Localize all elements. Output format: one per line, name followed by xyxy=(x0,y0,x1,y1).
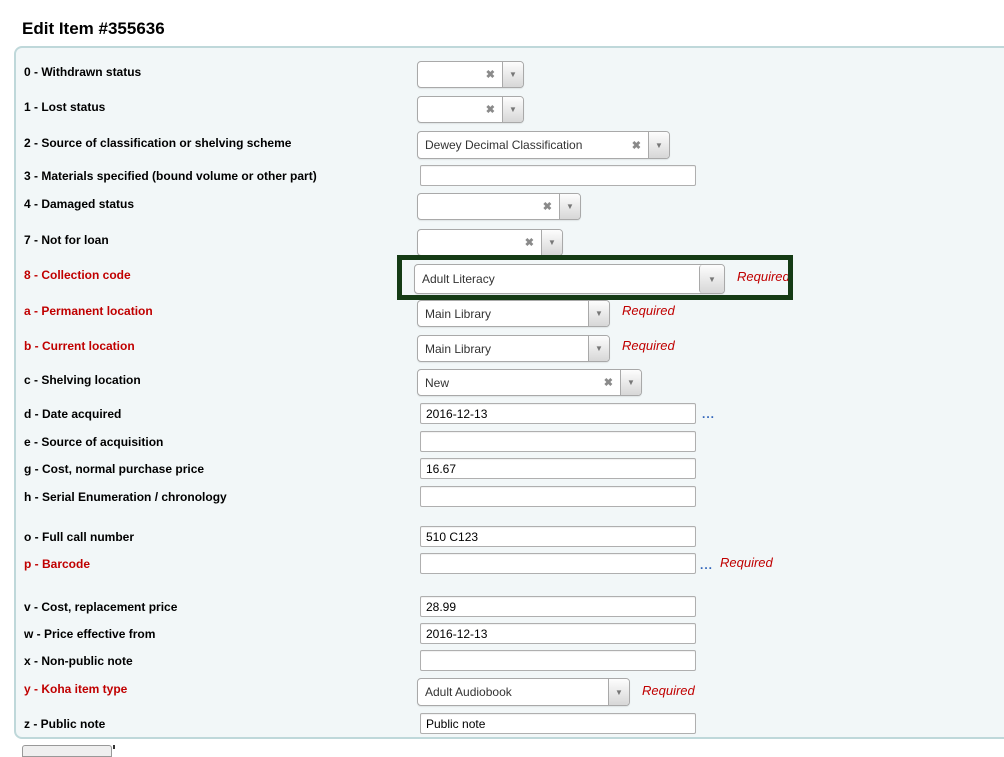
chevron-down-icon[interactable]: ▼ xyxy=(502,97,523,122)
partial-element xyxy=(113,745,115,749)
barcode-input[interactable] xyxy=(420,553,696,574)
field-label-damaged-status: 4 - Damaged status xyxy=(24,197,135,211)
koha-item-type-select[interactable]: Adult Audiobook ▼ xyxy=(417,678,630,706)
datepicker-link[interactable]: ... xyxy=(702,407,716,421)
materials-specified-input[interactable] xyxy=(420,165,696,186)
clear-icon[interactable]: ✖ xyxy=(485,69,495,81)
clear-icon[interactable]: ✖ xyxy=(542,201,552,213)
chevron-down-icon[interactable]: ▼ xyxy=(541,230,562,255)
collection-code-value: Adult Literacy xyxy=(422,272,495,286)
collection-code-select[interactable]: Adult Literacy ▼ xyxy=(414,264,725,294)
damaged-status-select[interactable]: ✖ ▼ xyxy=(417,193,581,220)
chevron-down-icon[interactable]: ▼ xyxy=(699,265,724,293)
not-for-loan-value xyxy=(418,230,518,255)
clear-icon[interactable]: ✖ xyxy=(485,104,495,116)
clear-icon[interactable]: ✖ xyxy=(524,237,534,249)
required-badge: Required xyxy=(737,269,790,284)
field-label-call-number: o - Full call number xyxy=(24,530,135,544)
classification-source-select[interactable]: Dewey Decimal Classification ✖ ▼ xyxy=(417,131,670,159)
clear-icon[interactable]: ✖ xyxy=(603,377,613,389)
field-label-acquisition-source: e - Source of acquisition xyxy=(24,435,164,449)
field-label-price-effective-from: w - Price effective from xyxy=(24,627,156,641)
current-location-value: Main Library xyxy=(425,341,492,356)
field-label-withdrawn-status: 0 - Withdrawn status xyxy=(24,65,142,79)
field-label-non-public-note: x - Non-public note xyxy=(24,654,133,668)
purchase-price-input[interactable] xyxy=(420,458,696,479)
permanent-location-select[interactable]: Main Library ▼ xyxy=(417,300,610,327)
call-number-input[interactable] xyxy=(420,526,696,547)
clear-icon[interactable]: ✖ xyxy=(631,139,641,152)
chevron-down-icon[interactable]: ▼ xyxy=(588,301,609,326)
replacement-price-input[interactable] xyxy=(420,596,696,617)
field-label-date-acquired: d - Date acquired xyxy=(24,407,122,421)
field-label-koha-item-type: y - Koha item type xyxy=(24,682,128,696)
field-label-not-for-loan: 7 - Not for loan xyxy=(24,233,109,247)
barcode-plugin-link[interactable]: ... xyxy=(700,558,714,572)
damaged-status-value xyxy=(418,194,536,219)
not-for-loan-select[interactable]: ✖ ▼ xyxy=(417,229,563,256)
required-badge: Required xyxy=(622,303,675,318)
field-label-shelving-location: c - Shelving location xyxy=(24,373,141,387)
shelving-location-value: New xyxy=(425,375,450,390)
field-label-collection-code: 8 - Collection code xyxy=(24,268,131,282)
withdrawn-status-value xyxy=(418,62,479,87)
field-label-serial-enumeration: h - Serial Enumeration / chronology xyxy=(24,490,227,504)
page-title: Edit Item #355636 xyxy=(22,19,165,39)
field-label-purchase-price: g - Cost, normal purchase price xyxy=(24,462,205,476)
chevron-down-icon[interactable]: ▼ xyxy=(588,336,609,361)
field-label-public-note: z - Public note xyxy=(24,717,106,731)
classification-source-value: Dewey Decimal Classification xyxy=(425,138,583,152)
field-label-barcode: p - Barcode xyxy=(24,557,91,571)
price-effective-from-input[interactable] xyxy=(420,623,696,644)
permanent-location-value: Main Library xyxy=(425,306,492,321)
shelving-location-select[interactable]: New ✖ ▼ xyxy=(417,369,642,396)
chevron-down-icon[interactable]: ▼ xyxy=(620,370,641,395)
current-location-select[interactable]: Main Library ▼ xyxy=(417,335,610,362)
lost-status-value xyxy=(418,97,479,122)
non-public-note-input[interactable] xyxy=(420,650,696,671)
required-badge: Required xyxy=(622,338,675,353)
chevron-down-icon[interactable]: ▼ xyxy=(559,194,580,219)
field-label-replacement-price: v - Cost, replacement price xyxy=(24,600,178,614)
chevron-down-icon[interactable]: ▼ xyxy=(648,132,669,158)
serial-enumeration-input[interactable] xyxy=(420,486,696,507)
field-label-current-location: b - Current location xyxy=(24,339,135,353)
required-badge: Required xyxy=(642,683,695,698)
withdrawn-status-select[interactable]: ✖ ▼ xyxy=(417,61,524,88)
lost-status-select[interactable]: ✖ ▼ xyxy=(417,96,524,123)
required-badge: Required xyxy=(720,555,773,570)
field-label-materials-specified: 3 - Materials specified (bound volume or… xyxy=(24,169,317,183)
public-note-input[interactable] xyxy=(420,713,696,734)
field-label-permanent-location: a - Permanent location xyxy=(24,304,153,318)
field-label-lost-status: 1 - Lost status xyxy=(24,100,106,114)
item-edit-fieldset: 0 - Withdrawn status ✖ ▼ 1 - Lost status… xyxy=(14,46,1004,739)
date-acquired-input[interactable] xyxy=(420,403,696,424)
partial-button[interactable] xyxy=(22,745,112,757)
acquisition-source-input[interactable] xyxy=(420,431,696,452)
koha-item-type-value: Adult Audiobook xyxy=(425,685,512,699)
chevron-down-icon[interactable]: ▼ xyxy=(608,679,629,705)
chevron-down-icon[interactable]: ▼ xyxy=(502,62,523,87)
field-label-classification-source: 2 - Source of classification or shelving… xyxy=(24,136,292,150)
